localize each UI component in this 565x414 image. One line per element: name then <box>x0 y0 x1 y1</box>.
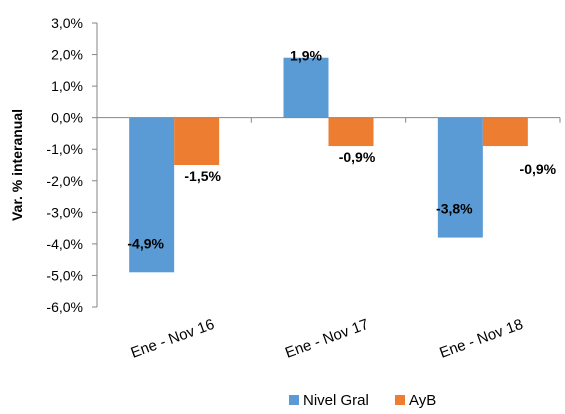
y-tick-label: 1,0% <box>51 78 83 94</box>
data-label: -4,9% <box>127 235 164 251</box>
y-tick-label: 2,0% <box>51 47 83 63</box>
bar-ayb <box>174 117 220 165</box>
bar-nivel-gral <box>283 57 329 118</box>
y-tick-label: -3,0% <box>46 204 83 220</box>
y-tick-label: -1,0% <box>46 141 83 157</box>
data-label: 1,9% <box>290 48 322 64</box>
data-label: -0,9% <box>339 149 376 165</box>
bar-nivel-gral <box>129 117 175 273</box>
bar-ayb <box>482 117 528 147</box>
legend-swatch <box>289 395 299 405</box>
data-label: -0,9% <box>520 161 557 177</box>
data-label: -1,5% <box>184 168 221 184</box>
y-axis: 3,0% 2,0% 1,0% 0,0% -1,0% -2,0% -3,0% -4,0% -5,0… <box>46 15 98 315</box>
data-label: -3,8% <box>436 201 473 217</box>
bar-nivel-gral <box>437 117 483 238</box>
y-tick-label: 3,0% <box>51 15 83 31</box>
y-axis-title: Var. % interanual <box>9 109 25 221</box>
data-labels: -4,9% -1,5% 1,9% -0,9% -3,8% -0,9% <box>127 48 556 252</box>
legend: Nivel Gral AyB <box>289 392 436 409</box>
legend-swatch <box>395 395 405 405</box>
bar-ayb <box>328 117 374 147</box>
y-tick-label: -2,0% <box>46 173 83 189</box>
x-category-label: Ene - Nov 17 <box>283 316 371 362</box>
y-tick-label: -5,0% <box>46 267 83 283</box>
bars <box>129 57 528 273</box>
legend-label: Nivel Gral <box>303 392 369 409</box>
legend-label: AyB <box>409 392 436 409</box>
y-tick-label: -6,0% <box>46 299 83 315</box>
y-tick-label: 0,0% <box>51 110 83 126</box>
x-category-label: Ene - Nov 16 <box>129 316 217 362</box>
y-tick-label: -4,0% <box>46 236 83 252</box>
x-category-label: Ene - Nov 18 <box>437 316 525 362</box>
